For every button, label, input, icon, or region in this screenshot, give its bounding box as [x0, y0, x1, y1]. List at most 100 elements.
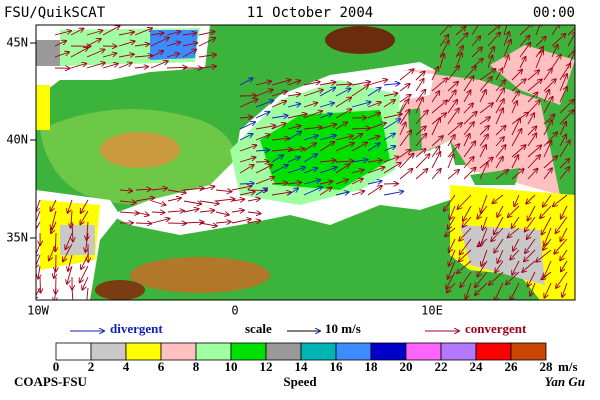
color-swatch — [265, 342, 302, 361]
wind-arrow — [119, 201, 136, 203]
wind-arrow — [551, 45, 558, 58]
wind-arrow — [543, 194, 552, 207]
wind-arrow — [415, 169, 428, 180]
wind-arrow — [367, 186, 382, 196]
wind-arrow — [519, 43, 530, 58]
wind-arrow — [447, 108, 459, 125]
wind-arrow — [335, 161, 353, 162]
wind-arrow — [495, 157, 503, 169]
atlas-mountains — [130, 257, 270, 293]
wind-arrow — [102, 64, 118, 69]
wind-arrow — [449, 238, 456, 252]
wind-arrow — [255, 150, 269, 151]
wind-arrow — [351, 102, 371, 108]
wind-arrow — [319, 124, 336, 130]
wind-arrow — [36, 254, 41, 268]
wind-arrow — [415, 134, 426, 147]
colorbar-label: 12 — [260, 359, 273, 374]
wind-arrow — [559, 135, 566, 147]
wind-arrow — [447, 90, 456, 103]
wind-arrow — [463, 168, 476, 180]
wind-arrow — [495, 80, 505, 92]
wind-arrow — [51, 210, 57, 229]
wind-arrow — [51, 221, 57, 233]
wind-arrow — [118, 54, 134, 57]
wind-arrow — [458, 194, 472, 209]
wind-arrow — [271, 116, 288, 119]
wind-arrow — [535, 37, 546, 47]
wind-arrow — [287, 188, 298, 196]
wind-arrow — [463, 141, 475, 158]
colorbar-title: Speed — [283, 374, 317, 389]
wind-arrow — [519, 25, 533, 36]
wind-arrow — [134, 28, 152, 36]
wind-arrow — [511, 79, 526, 92]
wind-arrow — [415, 126, 426, 136]
wind-arrow — [511, 70, 522, 81]
wind-arrow — [536, 249, 552, 262]
wind-arrow — [475, 271, 488, 287]
wind-arrow — [239, 157, 256, 163]
map — [36, 25, 575, 300]
wind-arrow — [271, 138, 289, 140]
color-swatch — [475, 342, 512, 361]
wind-arrow — [553, 194, 568, 206]
wind-arrow — [367, 102, 381, 108]
wind-arrow — [530, 282, 536, 296]
wind-arrow — [63, 243, 73, 261]
wind-arrow — [431, 67, 438, 81]
wind-arrow — [247, 199, 260, 201]
wind-arrow — [135, 223, 151, 224]
wind-arrow — [239, 145, 256, 152]
color-swatch — [510, 342, 547, 361]
wind-arrow — [471, 59, 483, 69]
wind-arrow — [503, 55, 509, 69]
wind-arrow — [556, 271, 568, 288]
wind-arrow — [495, 88, 504, 103]
credit: COAPS-FSU — [14, 374, 88, 389]
wind-arrow — [527, 155, 540, 169]
wind-arrow — [255, 188, 267, 196]
wind-arrow — [303, 136, 318, 141]
wind-arrow — [487, 33, 500, 47]
wind-arrow — [287, 132, 301, 141]
wind-arrow — [199, 210, 214, 212]
wind-arrow — [383, 191, 403, 196]
wind-arrows — [36, 25, 575, 300]
wind-arrow — [492, 194, 504, 203]
plateau — [100, 132, 180, 168]
wind-arrow — [215, 199, 235, 201]
wind-arrow — [271, 101, 286, 108]
wind-arrow — [481, 249, 488, 266]
wind-arrow — [383, 146, 395, 152]
wind-arrow — [86, 31, 102, 36]
wind-arrow — [455, 33, 468, 47]
colorbar-label: 2 — [88, 359, 95, 374]
wind-arrow — [431, 169, 441, 180]
wind-arrow — [271, 155, 283, 163]
wind-arrow — [303, 90, 323, 97]
wind-arrow — [543, 120, 552, 136]
wind-arrow — [70, 48, 88, 58]
wind-arrow — [526, 194, 536, 204]
wind-arrow — [527, 70, 539, 81]
wind-arrow — [231, 210, 244, 212]
wind-arrow — [542, 216, 552, 235]
wind-arrow — [255, 134, 270, 141]
wind-arrow — [383, 134, 395, 141]
legend-scale: scale — [245, 321, 272, 336]
wind-arrow — [497, 205, 504, 217]
wind-arrow — [134, 44, 149, 46]
wind-arrow — [478, 238, 488, 246]
colorbar-label: 4 — [123, 359, 130, 374]
wind-arrow — [367, 113, 380, 119]
wind-arrow — [239, 78, 253, 86]
speed-area — [490, 45, 575, 105]
wind-arrow — [303, 168, 317, 174]
wind-arrow — [415, 110, 428, 125]
color-swatch — [370, 342, 407, 361]
wind-arrow — [431, 136, 443, 147]
wind-arrow — [459, 249, 472, 261]
wind-arrow — [54, 31, 71, 36]
